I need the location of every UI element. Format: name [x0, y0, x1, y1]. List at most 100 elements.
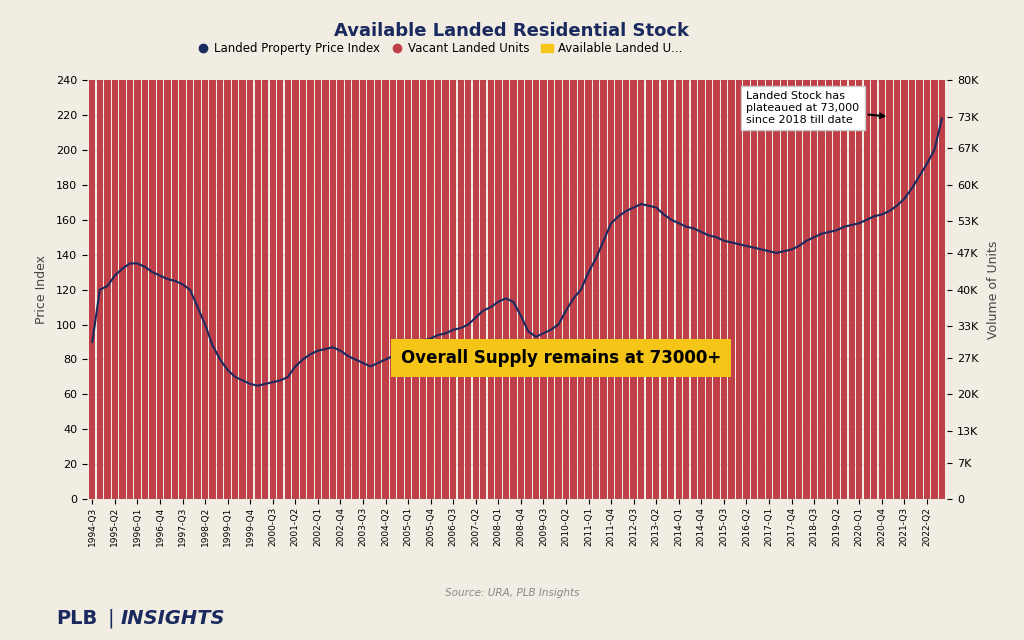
Bar: [668, 0, 675, 499]
Bar: [811, 0, 817, 499]
Bar: [728, 0, 734, 499]
Bar: [570, 0, 577, 499]
Bar: [894, 0, 900, 499]
Bar: [255, 0, 261, 499]
Bar: [375, 0, 381, 499]
Bar: [202, 0, 208, 499]
Bar: [796, 0, 802, 499]
Bar: [465, 0, 471, 499]
Bar: [759, 0, 765, 499]
Bar: [796, 0, 802, 499]
Bar: [849, 0, 855, 499]
Bar: [217, 0, 223, 499]
Bar: [314, 0, 322, 499]
Bar: [420, 0, 426, 499]
Bar: [834, 0, 840, 499]
Bar: [871, 0, 878, 499]
Bar: [811, 0, 817, 499]
Bar: [668, 0, 675, 499]
Bar: [879, 0, 885, 499]
Bar: [269, 0, 275, 499]
Bar: [292, 0, 299, 499]
Bar: [157, 0, 163, 499]
Bar: [427, 0, 434, 499]
Bar: [390, 0, 396, 499]
Bar: [134, 0, 140, 499]
Bar: [924, 0, 930, 499]
Bar: [841, 0, 848, 499]
Bar: [247, 0, 253, 499]
Bar: [96, 0, 103, 499]
Bar: [164, 0, 171, 499]
Bar: [164, 0, 171, 499]
Bar: [555, 0, 562, 499]
Bar: [608, 0, 614, 499]
Bar: [593, 0, 599, 499]
Bar: [510, 0, 516, 499]
Bar: [480, 0, 486, 499]
Bar: [150, 0, 156, 499]
Bar: [886, 0, 893, 499]
Bar: [856, 0, 862, 499]
Bar: [826, 0, 833, 499]
Bar: [818, 0, 824, 499]
Bar: [323, 0, 329, 499]
Bar: [195, 0, 201, 499]
Bar: [510, 0, 516, 499]
Bar: [96, 0, 103, 499]
Bar: [141, 0, 148, 499]
Bar: [916, 0, 923, 499]
Bar: [172, 0, 178, 499]
Bar: [804, 0, 810, 499]
Bar: [503, 0, 509, 499]
Bar: [496, 0, 502, 499]
Bar: [104, 0, 111, 499]
Bar: [781, 0, 787, 499]
Bar: [450, 0, 457, 499]
Text: Source: URA, PLB Insights: Source: URA, PLB Insights: [444, 588, 580, 598]
Bar: [608, 0, 614, 499]
Bar: [210, 0, 216, 499]
Bar: [939, 0, 945, 499]
Bar: [766, 0, 772, 499]
Bar: [352, 0, 358, 499]
Bar: [375, 0, 381, 499]
Bar: [676, 0, 682, 499]
Bar: [653, 0, 659, 499]
Bar: [269, 0, 275, 499]
Bar: [368, 0, 374, 499]
Bar: [458, 0, 464, 499]
Bar: [563, 0, 569, 499]
Bar: [908, 0, 915, 499]
Bar: [879, 0, 885, 499]
Bar: [586, 0, 592, 499]
Bar: [886, 0, 893, 499]
Bar: [119, 0, 126, 499]
Bar: [676, 0, 682, 499]
Bar: [382, 0, 389, 499]
Bar: [916, 0, 923, 499]
Bar: [586, 0, 592, 499]
Bar: [690, 0, 697, 499]
Bar: [631, 0, 637, 499]
Bar: [728, 0, 734, 499]
Bar: [345, 0, 351, 499]
Bar: [89, 0, 95, 499]
Bar: [645, 0, 652, 499]
Bar: [314, 0, 322, 499]
Text: Available Landed Residential Stock: Available Landed Residential Stock: [335, 22, 689, 40]
Bar: [901, 0, 907, 499]
Bar: [186, 0, 194, 499]
Bar: [359, 0, 367, 499]
Bar: [706, 0, 712, 499]
Bar: [150, 0, 156, 499]
Bar: [623, 0, 630, 499]
Bar: [427, 0, 434, 499]
Bar: [330, 0, 336, 499]
Bar: [472, 0, 479, 499]
Bar: [89, 0, 95, 499]
Bar: [706, 0, 712, 499]
Bar: [683, 0, 689, 499]
Bar: [278, 0, 284, 499]
Bar: [472, 0, 479, 499]
